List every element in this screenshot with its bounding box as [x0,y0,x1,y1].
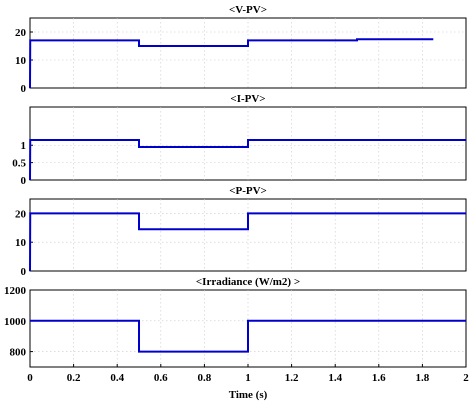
x-tick-label: 0.6 [154,372,168,384]
x-axis-label: Time (s) [229,389,268,401]
y-tick-label: 0.5 [12,158,26,170]
plot-panel-1: 0 10 20 <V-PV> [15,4,467,95]
plot-title: <I-PV> [230,93,265,105]
y-tick-label: 20 [15,208,27,220]
plot-frame [29,17,467,89]
plot-panel-4: 800 1000 1200 0 0.2 0.4 0.6 0.8 1 1.2 1.4 1.6 1.8 2 <I… [4,276,469,384]
plot-panel-3: 0 10 20 <P-PV> [15,185,467,278]
series-line [29,38,434,89]
y-tick-label: 10 [15,55,27,67]
x-tick-label: 0 [27,372,33,384]
y-tick-label: 10 [15,237,27,249]
series-line [29,212,466,272]
x-tick-label: 1.8 [416,372,430,384]
y-tick-label: 0 [21,83,27,95]
x-tick-label: 1 [245,372,251,384]
series-line [29,139,466,181]
plot-title: <P-PV> [229,185,267,197]
y-tick-label: 800 [10,347,27,359]
x-tick-label: 0.2 [67,372,81,384]
x-tick-label: 1.6 [372,372,386,384]
series-line [30,319,466,353]
x-tick-label: 0.4 [110,372,124,384]
x-tick-label: 0.8 [198,372,212,384]
x-tick-label: 2 [463,372,469,384]
plot-title: <V-PV> [229,4,267,16]
y-tick-label: 20 [15,27,27,39]
y-tick-label: 1000 [4,316,27,328]
y-tick-label: 1 [21,140,27,152]
x-tick-label: 1.2 [285,372,299,384]
x-tick-label: 1.4 [328,372,342,384]
y-tick-label: 1200 [4,285,27,297]
plot-panel-2: 0 0.5 1 <I-PV> [12,93,467,187]
plot-title: <Irradiance (W/m2) > [196,276,300,288]
y-tick-label: 0 [21,266,27,278]
y-tick-label: 0 [21,175,27,187]
